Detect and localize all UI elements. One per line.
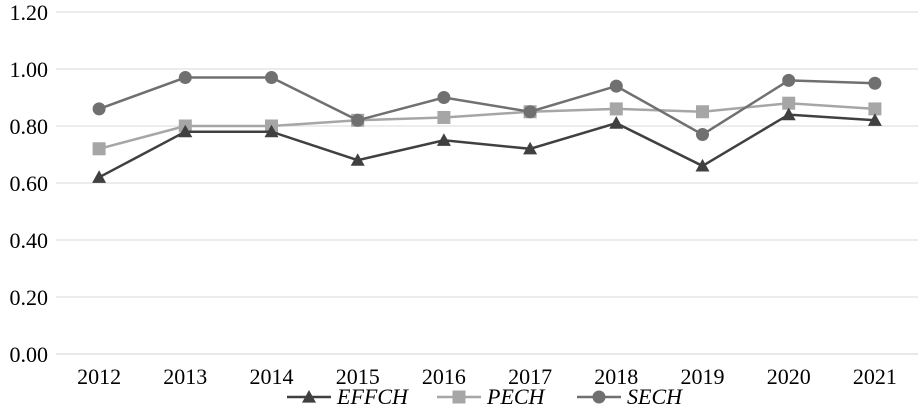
- legend: EFFCH PECH SECH: [287, 384, 683, 409]
- x-tick-label: 2020: [767, 364, 811, 389]
- y-tick-label: 1.00: [10, 57, 49, 82]
- legend-item-effch: EFFCH: [287, 384, 409, 409]
- data-point-sech: [609, 79, 623, 93]
- data-point-pech: [437, 110, 451, 124]
- y-tick-label: 0.60: [10, 171, 49, 196]
- data-point-pech: [609, 102, 623, 116]
- legend-label: SECH: [627, 384, 683, 409]
- data-point-pech: [696, 105, 709, 119]
- data-point-effch: [867, 113, 882, 126]
- legend-swatch-marker: [452, 390, 466, 404]
- data-point-effch: [350, 153, 365, 166]
- legend-label: PECH: [486, 384, 546, 409]
- data-point-sech: [523, 105, 537, 119]
- series-line-effch: [98, 113, 875, 179]
- data-point-effch: [436, 133, 451, 146]
- data-point-effch: [695, 158, 710, 172]
- x-tick-label: 2019: [681, 364, 725, 389]
- x-tick-label: 2013: [163, 364, 207, 389]
- y-tick-label: 1.20: [10, 0, 49, 25]
- data-point-sech: [437, 91, 451, 104]
- data-point-sech: [265, 71, 278, 85]
- data-point-effch: [178, 124, 193, 138]
- data-point-pech: [782, 96, 796, 110]
- data-point-sech: [178, 71, 192, 85]
- data-point-pech: [92, 142, 106, 156]
- x-tick-label: 2015: [336, 364, 380, 389]
- y-tick-label: 0.20: [10, 285, 49, 310]
- x-tick-label: 2012: [77, 364, 121, 389]
- x-tick-label: 2021: [853, 364, 897, 389]
- data-point-effch: [264, 124, 279, 138]
- y-tick-label: 0.80: [10, 114, 49, 139]
- series-line-sech: [98, 76, 875, 137]
- series-sech: [92, 71, 882, 142]
- series-effch: [92, 107, 882, 183]
- legend-label: EFFCH: [336, 384, 409, 409]
- grid-layer: [56, 11, 918, 355]
- x-tick-label: 2018: [594, 364, 638, 389]
- data-point-sech: [92, 102, 106, 116]
- data-point-sech: [351, 113, 365, 127]
- y-tick-label: 0.00: [10, 342, 49, 367]
- legend-item-pech: PECH: [437, 384, 546, 409]
- x-tick-label: 2017: [508, 364, 552, 389]
- data-point-pech: [868, 102, 882, 116]
- legend-swatch-marker: [592, 390, 606, 404]
- data-point-effch: [609, 116, 624, 129]
- series-layer: [92, 71, 882, 183]
- legend-swatch-marker: [302, 390, 316, 403]
- x-tick-label: 2014: [250, 364, 294, 389]
- data-point-effch: [781, 107, 796, 121]
- data-point-sech: [868, 76, 882, 90]
- data-point-sech: [696, 128, 709, 142]
- data-point-effch: [92, 170, 107, 183]
- y-axis: 0.00 0.20 0.40 0.60 0.80 1.00 1.20: [10, 0, 49, 367]
- data-point-sech: [782, 73, 796, 87]
- x-tick-label: 2016: [422, 364, 466, 389]
- data-point-effch: [523, 141, 538, 155]
- legend-item-sech: SECH: [577, 384, 683, 409]
- x-axis: 2012 2013 2014 2015 2016 2017 2018 2019 2020 2021: [77, 364, 897, 389]
- y-tick-label: 0.40: [10, 228, 49, 253]
